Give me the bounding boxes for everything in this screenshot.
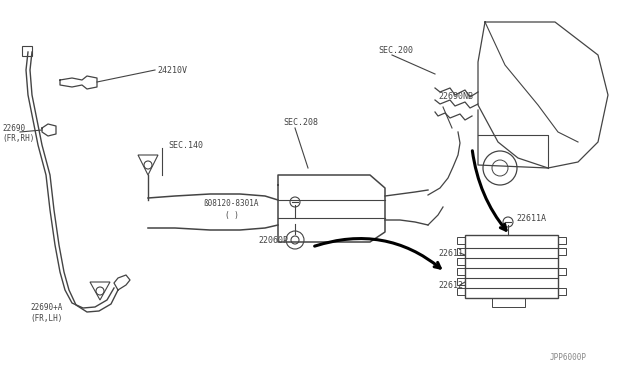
Text: JPP6000P: JPP6000P [550, 353, 587, 362]
Text: 24210V: 24210V [157, 65, 187, 74]
Text: (FR,RH): (FR,RH) [2, 134, 35, 142]
Text: 22690: 22690 [2, 124, 25, 132]
Text: 22060P: 22060P [258, 235, 288, 244]
Text: 22690+A: 22690+A [30, 304, 62, 312]
Text: SEC.208: SEC.208 [283, 118, 318, 126]
Text: SEC.140: SEC.140 [168, 141, 203, 150]
Text: 22612: 22612 [438, 280, 463, 289]
Text: SEC.200: SEC.200 [378, 45, 413, 55]
Text: ( ): ( ) [225, 211, 239, 219]
Text: 22611: 22611 [438, 248, 463, 257]
Text: 22690NB: 22690NB [438, 92, 473, 100]
Text: ß08120-8301A: ß08120-8301A [203, 199, 259, 208]
Text: 22611A: 22611A [516, 214, 546, 222]
Text: (FR,LH): (FR,LH) [30, 314, 62, 323]
